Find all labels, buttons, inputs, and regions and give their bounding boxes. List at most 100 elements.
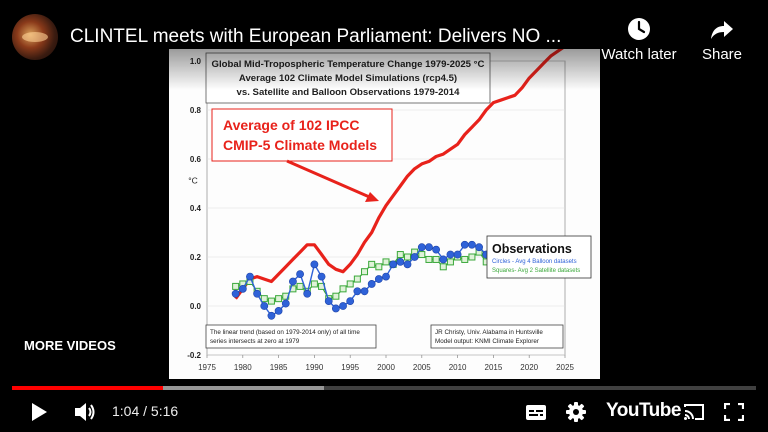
credit-line-1: JR Christy, Univ. Alabama in Huntsville xyxy=(435,329,543,336)
fullscreen-button[interactable] xyxy=(720,392,748,432)
observations-title: Observations xyxy=(492,242,572,256)
balloon-circle xyxy=(389,260,398,269)
satellite-square xyxy=(468,253,476,261)
circles-legend-note: Circles - Avg 4 Balloon datasets xyxy=(492,259,577,265)
balloon-circle xyxy=(453,250,462,259)
progress-played xyxy=(12,386,163,390)
model-average-line xyxy=(234,49,564,300)
satellite-square xyxy=(418,251,426,259)
progress-bar[interactable] xyxy=(12,386,756,390)
duration: 5:16 xyxy=(150,403,179,419)
model-callout-box xyxy=(211,108,393,162)
satellite-square xyxy=(339,285,347,293)
balloon-circle xyxy=(468,240,476,249)
balloon-circle xyxy=(274,306,283,315)
balloon-circle xyxy=(367,280,376,288)
volume-button[interactable] xyxy=(68,392,102,432)
balloon-circle xyxy=(303,289,312,298)
x-tick-label: 2020 xyxy=(520,363,538,372)
balloon-circle xyxy=(446,250,455,259)
y-tick-label: 0.8 xyxy=(190,106,202,115)
satellite-square xyxy=(368,260,376,268)
satellite-square xyxy=(425,255,433,263)
balloon-circle xyxy=(382,272,390,281)
satellite-square xyxy=(382,258,390,266)
x-tick-label: 1995 xyxy=(341,363,359,372)
satellite-square xyxy=(332,292,340,300)
share-label: Share xyxy=(701,46,743,63)
chart-heading-line-2: Average 102 Climate Model Simulations (r… xyxy=(239,73,457,84)
player-controls: 1:04 / 5:16 YouTube xyxy=(0,392,768,432)
trend-note-line-1: The linear trend (based on 1979-2014 onl… xyxy=(210,329,360,336)
balloon-circle xyxy=(267,311,276,320)
balloon-circle xyxy=(403,260,412,269)
balloon-circle xyxy=(410,253,419,261)
subtitles-button[interactable] xyxy=(520,392,552,432)
share-arrow-icon xyxy=(711,21,733,39)
watch-later-label: Watch later xyxy=(601,46,677,63)
chart-heading-line-3: vs. Satellite and Balloon Observations 1… xyxy=(237,87,461,98)
channel-avatar[interactable] xyxy=(12,14,58,60)
satellite-square xyxy=(403,253,411,261)
y-tick-label: 0.0 xyxy=(190,302,202,311)
y-tick-label: 0.6 xyxy=(190,155,202,164)
balloon-circle xyxy=(253,289,262,298)
satellite-square xyxy=(296,282,304,290)
callout-arrowhead xyxy=(365,192,379,202)
satellite-square xyxy=(396,251,404,259)
satellite-square xyxy=(346,280,354,288)
play-button[interactable] xyxy=(22,392,56,432)
credit-box xyxy=(430,324,564,349)
balloon-circle xyxy=(281,299,290,308)
balloon-circle xyxy=(324,297,333,305)
observations-legend-box xyxy=(486,235,592,279)
satellite-square xyxy=(353,275,361,283)
youtube-logo[interactable]: YouTube xyxy=(606,400,681,421)
balloon-circle xyxy=(425,243,433,252)
balloon-circle xyxy=(417,243,426,252)
time-separator: / xyxy=(139,403,151,419)
progress-buffered xyxy=(12,386,325,390)
clock-icon xyxy=(628,18,650,40)
time-display: 1:04 / 5:16 xyxy=(112,403,178,419)
video-title[interactable]: CLINTEL meets with European Parliament: … xyxy=(70,26,562,47)
gear-icon xyxy=(566,402,586,422)
volume-icon xyxy=(75,403,95,421)
fullscreen-icon xyxy=(724,403,744,421)
x-tick-label: 1990 xyxy=(306,363,324,372)
callout-arrow xyxy=(286,159,375,201)
x-tick-label: 2010 xyxy=(449,363,467,372)
balloon-circle xyxy=(296,270,304,279)
model-callout-line-1: Average of 102 IPCC xyxy=(223,117,359,133)
satellite-square xyxy=(375,263,383,271)
share-button[interactable]: Share xyxy=(697,16,747,63)
balloon-circle xyxy=(246,272,254,281)
x-tick-label: 1980 xyxy=(234,363,252,372)
y-tick-label: 0.2 xyxy=(190,253,202,262)
model-callout-line-2: CMIP-5 Climate Models xyxy=(223,137,377,153)
balloon-circle xyxy=(475,243,483,252)
y-tick-label: 1.0 xyxy=(190,57,202,66)
satellite-square xyxy=(439,263,447,271)
cast-button[interactable] xyxy=(680,392,708,432)
satellite-square xyxy=(260,295,268,303)
subtitles-icon xyxy=(526,404,546,420)
more-videos-button[interactable]: MORE VIDEOS xyxy=(24,338,116,353)
x-tick-label: 2000 xyxy=(377,363,395,372)
balloon-circle xyxy=(317,272,326,281)
balloon-circle xyxy=(231,289,240,298)
y-axis-label: °C xyxy=(188,176,198,186)
chart-heading-line-1: Global Mid-Tropospheric Temperature Chan… xyxy=(212,59,485,70)
current-time: 1:04 xyxy=(112,403,140,419)
x-tick-label: 2005 xyxy=(413,363,431,372)
x-tick-label: 2025 xyxy=(556,363,574,372)
balloon-circle xyxy=(432,245,441,254)
settings-button[interactable] xyxy=(561,392,591,432)
balloon-circle xyxy=(396,257,405,266)
watch-later-button[interactable]: Watch later xyxy=(598,16,680,63)
video-frame-slide[interactable]: 1.0 0.8 0.6 0.4 0.2 0.0 -0.2 1975 1980 1985 1990 19… xyxy=(169,49,600,379)
y-tick-label: 0.4 xyxy=(190,204,202,213)
satellite-square xyxy=(432,255,440,263)
credit-line-2: Model output: KNMI Climate Explorer xyxy=(435,338,539,345)
balloon-circle xyxy=(360,287,369,296)
